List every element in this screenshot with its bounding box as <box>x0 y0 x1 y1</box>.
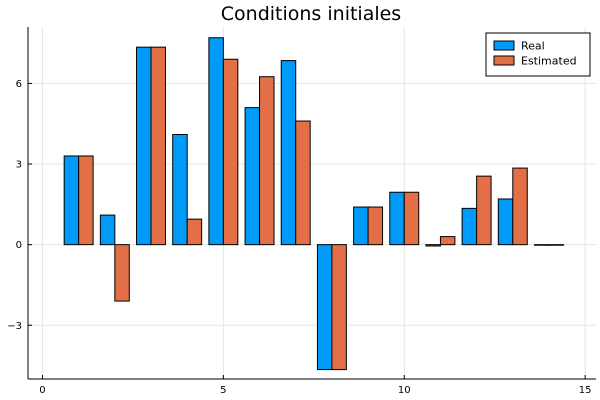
bar-real-12 <box>461 207 478 246</box>
legend-box <box>485 32 591 77</box>
bar-real-7 <box>280 60 297 246</box>
x-tick-label-3: 15 <box>579 385 592 396</box>
bar-estimated-12 <box>476 175 492 246</box>
bar-estimated-13 <box>512 167 528 246</box>
bar-real-10 <box>389 191 405 246</box>
bar-real-14 <box>533 244 550 246</box>
bar-real-6 <box>244 107 261 246</box>
bar-estimated-2 <box>114 244 130 302</box>
bar-real-3 <box>136 46 152 246</box>
bar-estimated-14 <box>548 244 564 246</box>
bar-real-1 <box>63 155 80 246</box>
y-tick-label-2: 3 <box>16 160 22 171</box>
x-tick-label-0: 0 <box>39 385 45 396</box>
legend: Real Estimated <box>485 32 591 77</box>
x-tick-label-2: 10 <box>398 385 411 396</box>
bar-estimated-7 <box>295 120 311 246</box>
bar-real-5 <box>208 37 224 246</box>
bar-estimated-4 <box>186 218 203 246</box>
x-tick-label-1: 5 <box>220 385 226 396</box>
bar-real-2 <box>99 214 116 246</box>
bar-estimated-1 <box>78 155 94 246</box>
legend-label-real: Real <box>521 40 545 53</box>
bar-estimated-9 <box>367 206 384 246</box>
bar-estimated-11 <box>439 236 456 246</box>
bar-real-13 <box>497 198 514 246</box>
chart-title: Conditions initiales <box>221 3 401 25</box>
axes: 0 5 10 15 −3 0 3 6 <box>7 27 596 396</box>
y-tick-label-0: −3 <box>7 321 22 332</box>
bar-estimated-3 <box>150 46 166 246</box>
bars <box>63 37 564 371</box>
legend-label-estimated: Estimated <box>521 55 577 68</box>
y-tick-label-3: 6 <box>16 79 22 90</box>
legend-swatch-estimated <box>493 55 515 66</box>
bar-estimated-5 <box>222 58 239 246</box>
bar-estimated-6 <box>259 76 275 246</box>
y-tick-label-1: 0 <box>16 240 22 251</box>
bar-real-11 <box>425 244 441 247</box>
bar-real-9 <box>353 206 369 246</box>
bar-real-4 <box>172 133 188 246</box>
bar-estimated-10 <box>403 191 420 246</box>
bar-real-8 <box>316 244 333 371</box>
legend-swatch-real <box>493 40 515 51</box>
bar-estimated-8 <box>331 244 347 371</box>
